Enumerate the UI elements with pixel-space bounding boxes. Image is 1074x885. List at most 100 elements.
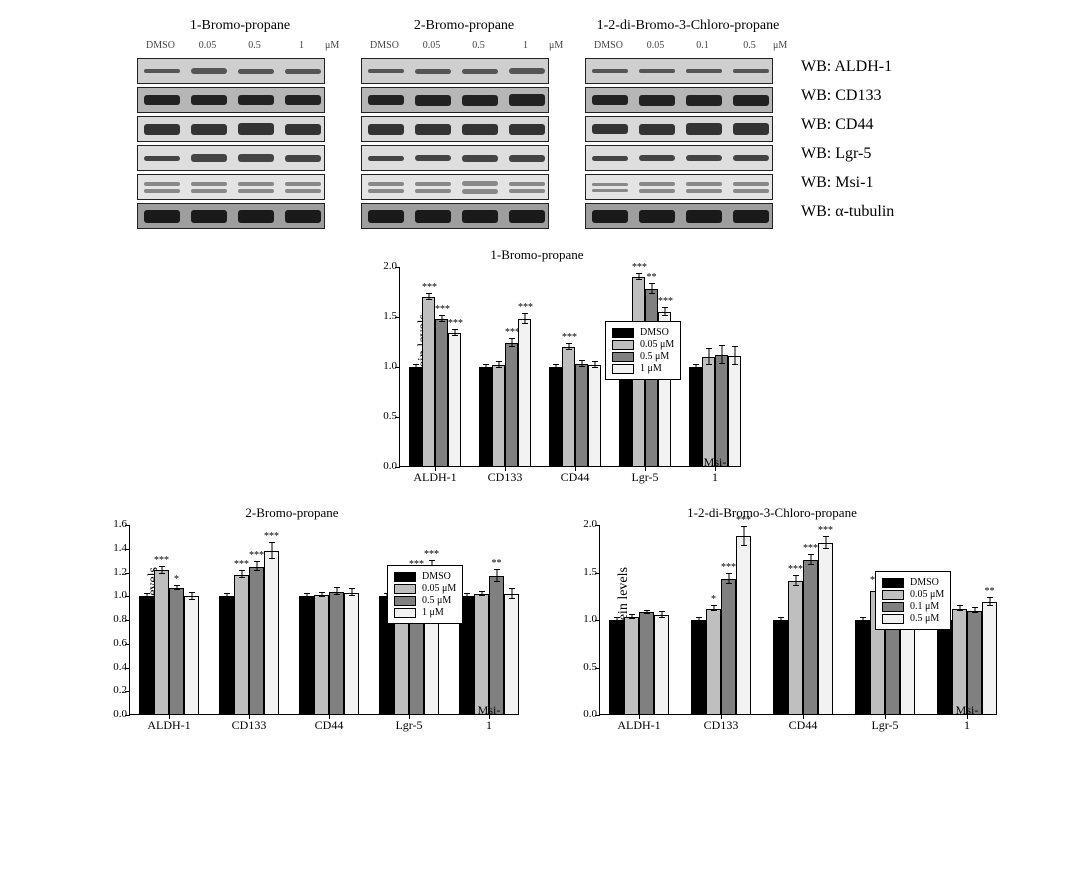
- western-blot-panel: 1-Bromo-propaneDMSO0.050.51μM2-Bromo-pro…: [137, 18, 937, 229]
- legend: DMSO0.05 μM0.5 μM1 μM: [605, 321, 681, 380]
- wb-dose-unit: μM: [549, 40, 567, 54]
- x-category-label: ALDH-1: [147, 718, 190, 733]
- bar-group: *********: [409, 297, 461, 467]
- legend-swatch: [612, 364, 634, 374]
- significance-marker: ***: [803, 545, 818, 553]
- bar: [937, 620, 952, 715]
- y-tick-label: 0.0: [377, 460, 397, 472]
- blot-row: [137, 203, 325, 229]
- y-tick-label: 1.0: [377, 360, 397, 372]
- bar: [422, 297, 435, 467]
- bar: [788, 581, 803, 715]
- bar: [588, 365, 601, 467]
- wb-dose-label: 0.5: [455, 40, 502, 54]
- blot-row: [585, 87, 773, 113]
- wb-column-title: 1-Bromo-propane: [137, 18, 343, 36]
- bar: [184, 596, 199, 715]
- wb-dose-label: 0.05: [408, 40, 455, 54]
- wb-dose-unit: μM: [325, 40, 343, 54]
- bar: [715, 355, 728, 467]
- bar: [219, 596, 234, 715]
- bar: [721, 579, 736, 715]
- y-tick-label: 1.0: [107, 589, 127, 601]
- legend-swatch: [882, 614, 904, 624]
- chart-1-bromo-propane: 1-Bromo-propaneRelative protein levels0.…: [357, 247, 717, 487]
- bar-group: ***: [549, 347, 601, 467]
- wb-dose-labels: DMSO0.050.51μM: [137, 40, 343, 54]
- bar: [706, 609, 721, 715]
- bar: [448, 333, 461, 467]
- x-category-label: CD44: [315, 718, 344, 733]
- legend-swatch: [394, 596, 416, 606]
- bar: [504, 594, 519, 715]
- bar-group: ******: [479, 319, 531, 467]
- significance-marker: *: [706, 596, 721, 604]
- bar: [299, 596, 314, 715]
- bar: [803, 560, 818, 715]
- wb-dose-label: DMSO: [585, 40, 632, 54]
- legend-swatch: [394, 608, 416, 618]
- y-tick-label: 2.0: [377, 260, 397, 272]
- bar: [409, 367, 422, 467]
- wb-dose-unit: μM: [773, 40, 791, 54]
- wb-row-label: WB: CD44: [801, 112, 894, 138]
- wb-dose-label: 0.5: [726, 40, 773, 54]
- significance-marker: ***: [234, 561, 249, 569]
- y-tick-label: 1.0: [577, 613, 597, 625]
- plot-area: Relative protein levels0.00.51.01.52.0AL…: [557, 525, 987, 735]
- x-category-label: Lgr-5: [871, 718, 898, 733]
- chart-title: 1-2-di-Bromo-3-Chloro-propane: [557, 505, 987, 521]
- bar: [982, 602, 997, 715]
- blot-row: [585, 116, 773, 142]
- legend-swatch: [612, 340, 634, 350]
- bar: [234, 575, 249, 715]
- legend-label: 1 μM: [422, 607, 444, 618]
- blot-row: [585, 145, 773, 171]
- bar-group: [689, 355, 741, 467]
- blot-row: [361, 116, 549, 142]
- x-category-label: CD44: [561, 470, 590, 485]
- bar: [609, 620, 624, 715]
- chart-dbcp: 1-2-di-Bromo-3-Chloro-propane Relative pr…: [557, 505, 987, 735]
- x-category-label: ALDH-1: [617, 718, 660, 733]
- bar: [818, 543, 833, 715]
- blot-row: [585, 58, 773, 84]
- bar-group: *********: [219, 551, 279, 715]
- legend-swatch: [882, 590, 904, 600]
- bar: [702, 357, 715, 467]
- bar-group: [609, 612, 669, 715]
- significance-marker: **: [645, 274, 658, 282]
- significance-marker: ***: [422, 284, 435, 292]
- chart-row-1: 1-Bromo-propaneRelative protein levels0.…: [0, 247, 1074, 487]
- bar: [773, 620, 788, 715]
- wb-dose-label: 0.1: [679, 40, 726, 54]
- y-tick-label: 0.2: [107, 684, 127, 696]
- significance-marker: ***: [424, 551, 439, 559]
- y-tick-label: 2.0: [577, 518, 597, 530]
- y-tick-label: 0.0: [107, 708, 127, 720]
- bar: [249, 567, 264, 715]
- y-tick-label: 0.5: [377, 410, 397, 422]
- blot-row: [361, 174, 549, 200]
- y-tick-label: 1.5: [377, 310, 397, 322]
- bar: [139, 596, 154, 715]
- chart-title: 1-Bromo-propane: [357, 247, 717, 263]
- bar: [314, 595, 329, 715]
- wb-row-label: WB: Lgr-5: [801, 141, 894, 167]
- significance-marker: ***: [448, 320, 461, 328]
- bar-group: *********: [773, 543, 833, 715]
- legend: DMSO0.05 μM0.1 μM0.5 μM: [875, 571, 951, 630]
- blot-row: [361, 145, 549, 171]
- bar: [492, 365, 505, 467]
- wb-dose-label: 0.5: [231, 40, 278, 54]
- y-tick-label: 0.0: [577, 708, 597, 720]
- bar: [639, 612, 654, 715]
- blot-row: [137, 116, 325, 142]
- figure: 1-Bromo-propane DMSO0.050.51μM 2-Bromo-pro…: [0, 18, 1074, 735]
- significance-marker: ***: [249, 552, 264, 560]
- y-tick-label: 0.4: [107, 661, 127, 673]
- chart-title: 2-Bromo-propane: [87, 505, 497, 521]
- x-category-label: CD44: [789, 718, 818, 733]
- blot-row: [361, 87, 549, 113]
- bar-group: **: [459, 576, 519, 715]
